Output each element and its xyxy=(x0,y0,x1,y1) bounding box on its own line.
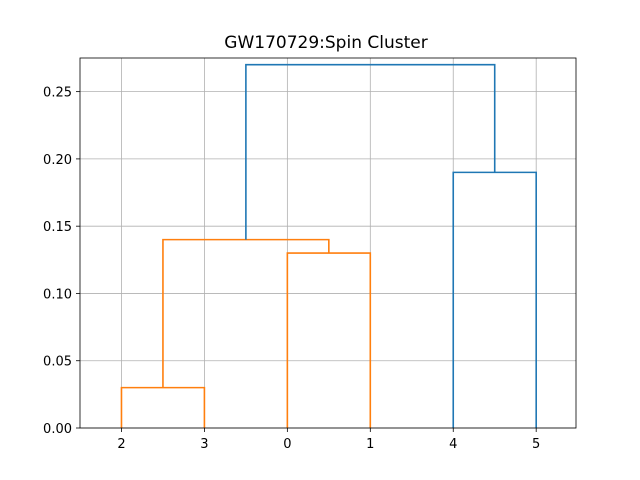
y-tick-label: 0.05 xyxy=(43,355,72,370)
x-tick-label: 3 xyxy=(200,437,208,452)
x-tick-label: 1 xyxy=(366,437,374,452)
x-tick-label: 4 xyxy=(449,437,457,452)
axes: 0.00 0.05 0.10 0.15 0.20 0.25 2 3 0 1 4 5 xyxy=(43,57,577,452)
y-tick-label: 0.25 xyxy=(43,86,72,101)
y-tick-label: 0.15 xyxy=(43,220,72,235)
y-tick-label: 0.20 xyxy=(43,153,72,168)
dendrogram-link-1 xyxy=(286,252,372,428)
y-tick-label: 0.00 xyxy=(43,422,72,437)
x-tick-label: 0 xyxy=(283,437,291,452)
chart-title: GW170729:Spin Cluster xyxy=(224,33,427,53)
dendrogram-link-2 xyxy=(162,238,330,388)
dendrogram-link-3 xyxy=(452,171,537,428)
x-tick-label: 2 xyxy=(117,437,125,452)
plot-frame xyxy=(79,57,577,429)
dendrogram-link-0 xyxy=(120,386,206,428)
y-tick-label: 0.10 xyxy=(43,287,72,302)
x-tick-label: 5 xyxy=(532,437,540,452)
grid-layer xyxy=(80,58,576,429)
dendrogram-links xyxy=(120,63,537,428)
dendrogram-link-4 xyxy=(245,63,496,240)
